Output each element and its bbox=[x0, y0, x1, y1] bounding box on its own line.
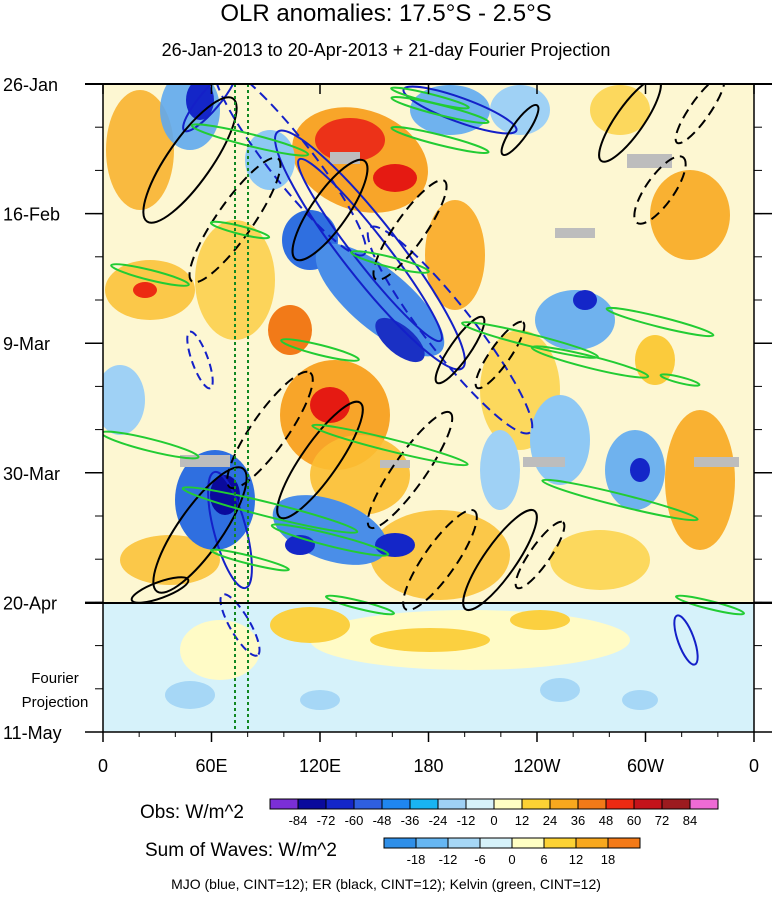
obs-colorbar-level-label: 12 bbox=[515, 813, 529, 828]
obs-colorbar-swatch bbox=[269, 798, 299, 810]
x-tick-label: 60W bbox=[627, 756, 664, 776]
y-tick-label: 30-Mar bbox=[3, 464, 60, 484]
obs-colorbar-swatch bbox=[437, 798, 467, 810]
obs-colorbar-swatch bbox=[577, 798, 607, 810]
obs-colorbar-level-label: -12 bbox=[457, 813, 476, 828]
y-tick-label: 9-Mar bbox=[3, 334, 50, 354]
obs-colorbar-swatch bbox=[521, 798, 551, 810]
chart-title: OLR anomalies: 17.5°S - 2.5°S bbox=[220, 0, 552, 27]
obs-colorbar-level-label: -60 bbox=[345, 813, 364, 828]
y-tick-label: 26-Jan bbox=[3, 75, 58, 95]
obs-colorbar-swatch bbox=[661, 798, 691, 810]
obs-colorbar-level-label: -36 bbox=[401, 813, 420, 828]
obs-colorbar-level-label: -48 bbox=[373, 813, 392, 828]
projection-label: Fourier bbox=[31, 670, 79, 687]
obs-colorbar-swatch bbox=[409, 798, 439, 810]
y-tick-label: 11-May bbox=[3, 723, 62, 743]
y-tick-label: 16-Feb bbox=[3, 205, 60, 225]
obs-colorbar-swatch bbox=[325, 798, 355, 810]
waves-colorbar-swatch bbox=[383, 837, 417, 849]
obs-colorbar-level-label: 36 bbox=[571, 813, 585, 828]
x-tick-label: 0 bbox=[749, 756, 759, 776]
waves-colorbar-swatch bbox=[479, 837, 513, 849]
x-tick-label: 180 bbox=[413, 756, 443, 776]
obs-colorbar-swatch bbox=[353, 798, 383, 810]
waves-colorbar-swatch bbox=[511, 837, 545, 849]
waves-colorbar-swatch bbox=[607, 837, 641, 849]
waves-colorbar-level-label: 6 bbox=[540, 852, 547, 867]
obs-colorbar-level-label: -72 bbox=[317, 813, 336, 828]
obs-colorbar-swatch bbox=[605, 798, 635, 810]
waves-colorbar-swatch bbox=[447, 837, 481, 849]
obs-colorbar-swatch bbox=[633, 798, 663, 810]
obs-colorbar-swatch bbox=[493, 798, 523, 810]
x-tick-label: 0 bbox=[98, 756, 108, 776]
obs-colorbar-level-label: 72 bbox=[655, 813, 669, 828]
obs-colorbar-level-label: -84 bbox=[289, 813, 308, 828]
axes: 0 60E 120E 180 120W 60W 0 26-Jan 16-Feb 9-Mar 30-M… bbox=[3, 75, 772, 776]
x-tick-label: 120E bbox=[299, 756, 341, 776]
waves-colorbar-swatch bbox=[415, 837, 449, 849]
waves-colorbar-level-label: 18 bbox=[601, 852, 615, 867]
obs-colorbar-swatch bbox=[549, 798, 579, 810]
projection-label: Projection bbox=[22, 694, 89, 711]
obs-colorbar-level-label: 84 bbox=[683, 813, 697, 828]
obs-colorbar-swatch bbox=[381, 798, 411, 810]
obs-colorbar-swatch bbox=[297, 798, 327, 810]
obs-colorbar-level-label: 48 bbox=[599, 813, 613, 828]
obs-colorbar-swatch bbox=[465, 798, 495, 810]
waves-colorbar-level-label: -12 bbox=[439, 852, 458, 867]
x-tick-label: 120W bbox=[513, 756, 560, 776]
contour-legend: MJO (blue, CINT=12); ER (black, CINT=12)… bbox=[171, 876, 601, 892]
waves-colorbar-level-label: 0 bbox=[508, 852, 515, 867]
x-tick-label: 60E bbox=[195, 756, 227, 776]
obs-colorbar-level-label: -24 bbox=[429, 813, 448, 828]
waves-colorbar-level-label: -18 bbox=[407, 852, 426, 867]
waves-colorbar-label: Sum of Waves: W/m^2 bbox=[145, 840, 337, 861]
chart-subtitle: 26-Jan-2013 to 20-Apr-2013 + 21-day Four… bbox=[161, 40, 611, 60]
waves-colorbar-level-label: -6 bbox=[474, 852, 486, 867]
waves-colorbar-swatch bbox=[543, 837, 577, 849]
waves-colorbar-swatch bbox=[575, 837, 609, 849]
obs-colorbar-label: Obs: W/m^2 bbox=[140, 802, 244, 823]
obs-colorbar-swatch bbox=[689, 798, 719, 810]
obs-colorbar-level-label: 0 bbox=[490, 813, 497, 828]
colorbars: -84 -72 -60 -48 -36 -24 -12 0 12 24 36 48 60 72 84-18-… bbox=[269, 798, 719, 867]
obs-colorbar-level-label: 24 bbox=[543, 813, 557, 828]
y-tick-label: 20-Apr bbox=[3, 593, 57, 613]
projection-anomaly-field bbox=[165, 607, 658, 710]
obs-colorbar-level-label: 60 bbox=[627, 813, 641, 828]
waves-colorbar-level-label: 12 bbox=[569, 852, 583, 867]
